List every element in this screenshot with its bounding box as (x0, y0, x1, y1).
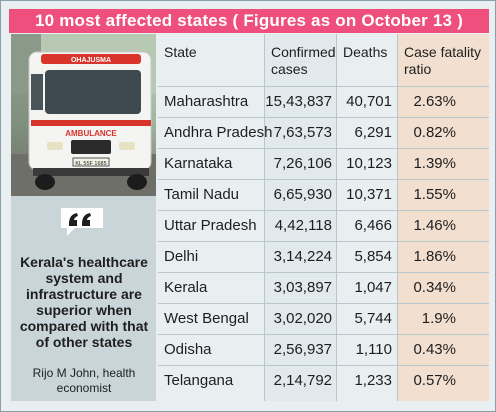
column-divider (264, 34, 265, 401)
quote-author: Rijo M John, health economist (32, 366, 136, 395)
cell-fatality: 0.57% (413, 372, 456, 389)
cell-deaths: 1,047 (354, 279, 392, 296)
cell-confirmed: 2,14,792 (273, 372, 332, 389)
row-divider (158, 303, 489, 304)
cell-state: Maharashtra (164, 93, 249, 110)
deaths-column-bg (337, 34, 397, 401)
row-divider (158, 272, 489, 273)
cell-fatality: 1.9% (421, 310, 456, 327)
cell-deaths: 5,744 (354, 310, 392, 327)
row-divider (158, 148, 489, 149)
cell-deaths: 10,123 (346, 155, 392, 172)
cell-fatality: 0.82% (413, 124, 456, 141)
row-divider (158, 179, 489, 180)
cell-state: West Bengal (164, 310, 249, 327)
cell-fatality: 2.63% (413, 93, 456, 110)
cell-confirmed: 2,56,937 (273, 341, 332, 358)
states-table: State Confirmed cases Deaths Case fatali… (158, 34, 489, 401)
header-divider (158, 86, 489, 87)
cell-confirmed: 4,42,118 (274, 217, 332, 234)
cell-state: Telangana (164, 372, 234, 389)
cell-confirmed: 7,63,573 (273, 124, 332, 141)
fatality-column-bg (398, 34, 489, 401)
cell-deaths: 5,854 (354, 248, 392, 265)
cell-fatality: 1.55% (413, 186, 456, 203)
quote-text: Kerala's healthcare system and infrastru… (19, 254, 149, 350)
cell-fatality: 1.46% (413, 217, 456, 234)
cell-fatality: 1.86% (413, 248, 456, 265)
cell-state: Karnataka (164, 155, 233, 172)
cell-confirmed: 3,14,224 (273, 248, 332, 265)
state-column-bg (158, 34, 264, 401)
column-divider (336, 34, 337, 401)
cell-confirmed: 3,02,020 (273, 310, 332, 327)
cell-deaths: 6,466 (354, 217, 392, 234)
plate-text: KL 55F 1685 (75, 161, 106, 167)
cell-deaths: 1,110 (355, 341, 392, 358)
row-divider (158, 241, 489, 242)
confirmed-column-bg (265, 34, 336, 401)
row-divider (158, 210, 489, 211)
cell-deaths: 40,701 (346, 93, 392, 110)
column-divider (397, 34, 398, 401)
cell-state: Uttar Pradesh (164, 217, 257, 234)
header-fatality: Case fatality ratio (404, 44, 482, 77)
cell-confirmed: 3,03,897 (273, 279, 332, 296)
row-divider (158, 365, 489, 366)
cell-fatality: 1.39% (413, 155, 456, 172)
ambulance-image: OHAJUSMA AMBULANCE KL 55F 1685 (11, 34, 156, 196)
ambulance-photo: OHAJUSMA AMBULANCE KL 55F 1685 (11, 34, 156, 196)
row-divider (158, 117, 489, 118)
cell-confirmed: 6,65,930 (273, 186, 332, 203)
header-deaths: Deaths (343, 44, 388, 60)
cell-state: Delhi (164, 248, 199, 265)
roof-text: OHAJUSMA (71, 57, 111, 64)
cell-state: Andhra Pradesh (164, 124, 273, 141)
cell-deaths: 10,371 (346, 186, 392, 203)
cell-state: Tamil Nadu (164, 186, 240, 203)
ambulance-word: AMBULANCE (65, 129, 117, 138)
cell-confirmed: 7,26,106 (273, 155, 332, 172)
quote-panel: Kerala's healthcare system and infrastru… (11, 196, 156, 401)
cell-state: Kerala (164, 279, 208, 296)
cell-confirmed: 15,43,837 (265, 93, 332, 110)
quote-mark-icon (61, 208, 103, 236)
cell-fatality: 0.34% (413, 279, 456, 296)
cell-state: Odisha (164, 341, 212, 358)
header-state: State (164, 44, 197, 60)
row-divider (158, 334, 489, 335)
title-banner: 10 most affected states ( Figures as on … (9, 9, 489, 33)
cell-fatality: 0.43% (413, 341, 456, 358)
cell-deaths: 6,291 (354, 124, 392, 141)
header-confirmed: Confirmed cases (271, 44, 336, 77)
cell-deaths: 1,233 (354, 372, 392, 389)
